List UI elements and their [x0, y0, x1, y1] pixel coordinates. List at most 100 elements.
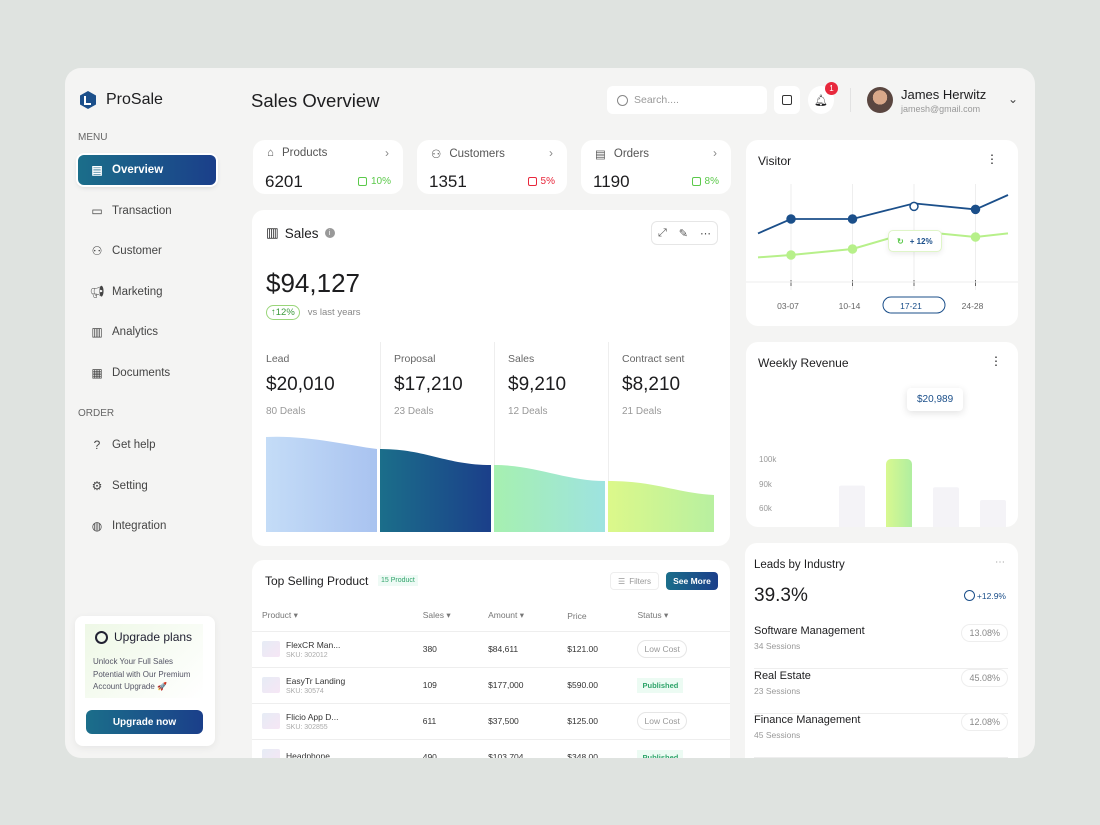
- data-point: [970, 204, 981, 215]
- bar-thu: [933, 487, 959, 527]
- sidebar-item-analytics[interactable]: ▥ Analytics: [91, 325, 159, 339]
- logo[interactable]: ProSale: [78, 90, 163, 110]
- column-amount[interactable]: Amount ▾: [488, 610, 524, 621]
- expand-icon[interactable]: ⤢: [657, 226, 667, 239]
- status-badge: Low Cost: [637, 640, 687, 658]
- bar-tue: [839, 485, 865, 527]
- upgrade-now-button[interactable]: Upgrade now: [86, 710, 203, 734]
- sidebar-item-marketing[interactable]: 📢︎ Marketing: [89, 284, 163, 299]
- product-thumbnail: [262, 677, 280, 693]
- visitor-title: Visitor: [758, 154, 792, 168]
- stage-0: Lead $20,010 80 Deals: [266, 353, 335, 417]
- leads-card: Leads by Industry ⋯ 39.3% +12.9% Softwar…: [745, 543, 1018, 758]
- data-point: [847, 244, 858, 254]
- column-status[interactable]: Status ▾: [637, 610, 669, 621]
- leads-value: 39.3%: [754, 585, 808, 606]
- list-item[interactable]: Software Management 34 Sessions 13.08%: [754, 624, 1008, 669]
- chevron-down-icon[interactable]: ⌄: [1008, 92, 1019, 106]
- leads-title: Leads by Industry: [754, 559, 845, 571]
- sliders-icon: ☰: [618, 576, 626, 586]
- chevron-right-icon[interactable]: ›: [385, 146, 389, 160]
- table-row[interactable]: Headphone... 490 $103,704 $348.00 Published: [252, 738, 730, 758]
- products-title: Top Selling Product: [265, 574, 369, 588]
- notification-badge: 1: [825, 82, 838, 95]
- avatar[interactable]: [867, 87, 893, 113]
- x-tick-label: 17-21: [900, 301, 922, 311]
- more-icon[interactable]: ⋯: [699, 227, 711, 240]
- gear-icon: ⚙: [91, 478, 103, 493]
- column-price[interactable]: Price: [567, 610, 587, 621]
- weekly-revenue-chart: 100k90k60k30k10KMonTueWedThuFri: [759, 455, 1006, 527]
- sidebar-item-get-help[interactable]: ? Get help: [78, 430, 216, 460]
- building-icon: ▥: [266, 225, 279, 240]
- product-thumbnail: [262, 713, 280, 729]
- search-input[interactable]: Search....: [607, 86, 767, 114]
- notifications-button[interactable]: 🔔︎ 1: [808, 82, 838, 114]
- table-row[interactable]: FlexCR Man... SKU: 302012 380 $84,611 $121.0…: [252, 630, 730, 667]
- upgrade-title: Upgrade plans: [114, 630, 193, 644]
- list-item[interactable]: Real Estate 23 Sessions 45.08%: [754, 668, 1008, 714]
- list-item[interactable]: Finance Management 45 Sessions 12.08%: [754, 713, 1008, 758]
- help-icon: ?: [93, 438, 101, 452]
- user-name: James Herwitz: [901, 87, 987, 102]
- sidebar-item-setting[interactable]: ⚙ Setting: [91, 478, 148, 493]
- product-count-badge: 15 Product: [378, 575, 418, 586]
- info-icon: i: [324, 228, 335, 238]
- edit-icon[interactable]: ✎: [678, 227, 688, 240]
- table-row[interactable]: EasyTr Landing SKU: 30574 109 $177,000 $590.…: [252, 666, 730, 703]
- stat-card-products[interactable]: ⌂ Products › 6201 10%: [253, 140, 403, 194]
- data-point: [786, 250, 796, 260]
- upgrade-card: Upgrade plans Unlock Your Full Sales Pot…: [75, 616, 215, 746]
- series-line: [757, 229, 1009, 259]
- logo-icon: [80, 91, 96, 109]
- calendar-button[interactable]: [774, 86, 800, 114]
- chart-icon: ▥: [91, 325, 103, 339]
- weekly-revenue-card: Weekly Revenue ⋮ 100k90k60k30k10KMonTueW…: [746, 342, 1018, 527]
- see-more-button[interactable]: See More: [666, 572, 718, 590]
- data-point: [970, 232, 981, 242]
- stat-card-orders[interactable]: ▤ Orders › 1190 8%: [581, 140, 731, 194]
- chevron-right-icon[interactable]: ›: [549, 146, 553, 160]
- series-line: [757, 194, 1009, 235]
- more-icon[interactable]: ⋯: [995, 557, 1005, 568]
- funnel-lead: [266, 436, 377, 532]
- sidebar-item-documents[interactable]: ▦ Documents: [91, 365, 171, 380]
- megaphone-icon: 📢︎: [89, 284, 105, 299]
- table-row[interactable]: Flicio App D... SKU: 302855 611 $37,500 $125…: [252, 702, 730, 739]
- data-point: [847, 214, 858, 224]
- visitor-card: Visitor ⋮ 03-07 10-14 17-21 24-28 ↻ + 12%: [746, 140, 1018, 326]
- column-sales[interactable]: Sales ▾: [422, 610, 451, 621]
- status-badge: Published: [637, 678, 684, 693]
- sidebar-item-customer[interactable]: ⚇ Customer: [91, 244, 162, 258]
- stat-card-customers[interactable]: ⚇ Customers › 1351 5%: [417, 140, 567, 194]
- y-tick-label: 100k: [759, 455, 777, 464]
- x-tick-label: 03-07: [777, 301, 799, 311]
- wallet-icon: ▭: [91, 203, 103, 218]
- document-icon: ▦: [91, 365, 103, 380]
- calendar-icon: [782, 95, 792, 105]
- leads-change: +12.9%: [976, 590, 1006, 601]
- data-point: [786, 214, 796, 224]
- product-thumbnail: [262, 641, 280, 657]
- stage-1: Proposal $17,210 23 Deals: [380, 342, 492, 532]
- users-icon: ⚇: [431, 149, 442, 161]
- chevron-right-icon[interactable]: ›: [713, 146, 717, 160]
- top-selling-card: Top Selling Product 15 Product ☰ Filters …: [252, 560, 730, 758]
- more-vertical-icon[interactable]: ⋮: [986, 152, 998, 166]
- sidebar-item-transaction[interactable]: ▭ Transaction: [91, 203, 172, 218]
- search-placeholder: Search....: [634, 94, 679, 106]
- visitor-chart: 03-07 10-14 17-21 24-28: [746, 184, 1018, 314]
- sales-total: $94,127: [266, 268, 360, 298]
- bar-wed: [886, 459, 912, 527]
- column-product[interactable]: Product ▾: [262, 610, 298, 621]
- y-tick-label: 60k: [759, 504, 773, 513]
- app-name: ProSale: [106, 91, 163, 108]
- more-vertical-icon[interactable]: ⋮: [990, 354, 1002, 368]
- x-tick-label: 24-28: [962, 301, 984, 311]
- sidebar-item-integration[interactable]: ◍ Integration: [91, 519, 167, 533]
- funnel-sales: [494, 465, 605, 532]
- trend-up-icon: [691, 177, 701, 186]
- sidebar-item-overview[interactable]: ▤ Overview: [78, 155, 216, 185]
- lightbulb-icon: [95, 630, 108, 644]
- filters-button[interactable]: ☰ Filters: [610, 572, 659, 590]
